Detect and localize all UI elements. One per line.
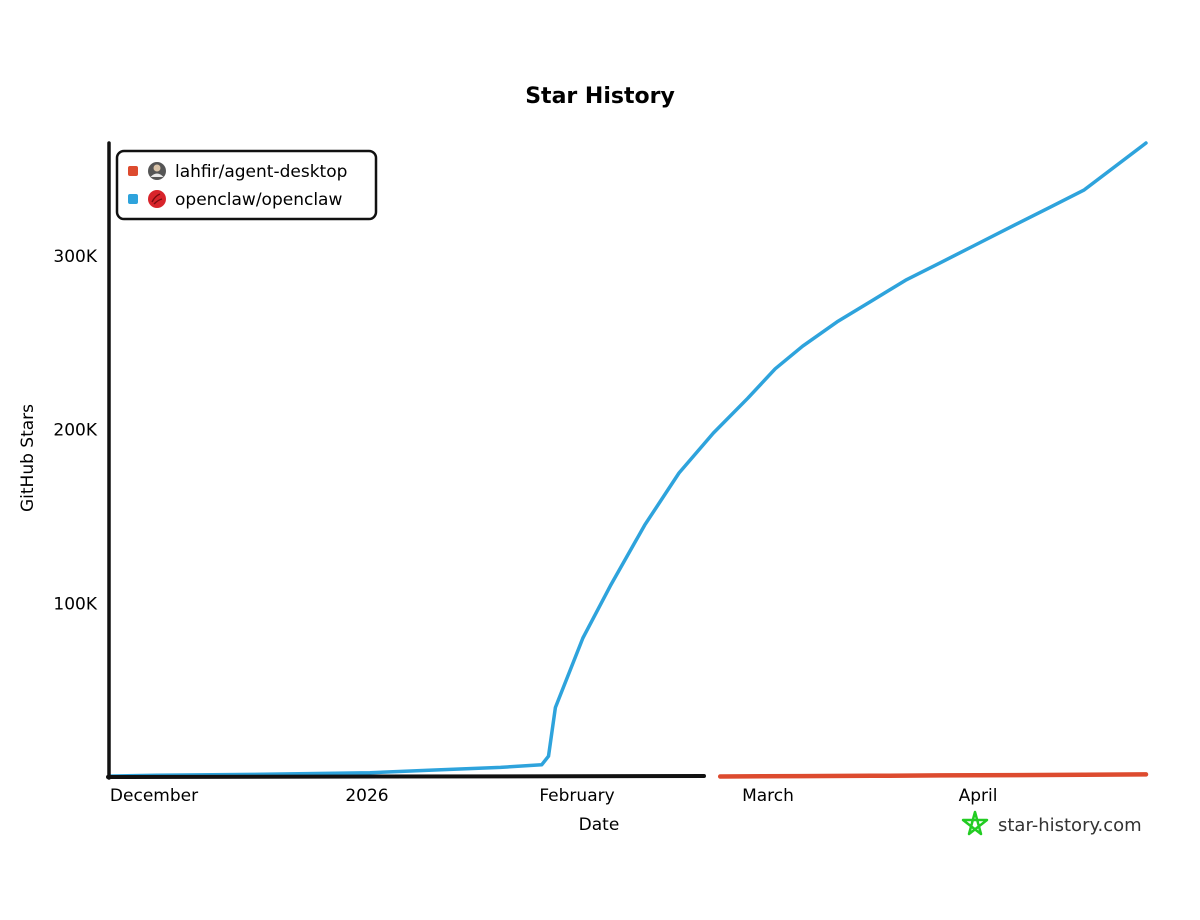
avatar-icon xyxy=(148,162,166,180)
x-tick-label: February xyxy=(539,786,614,806)
y-tick-label: 100K xyxy=(53,594,97,614)
legend-label-series-2: openclaw/openclaw xyxy=(175,190,342,210)
legend-label-series-1: lahfir/agent-desktop xyxy=(175,162,347,182)
legend: lahfir/agent-desktop openclaw/openclaw xyxy=(115,149,378,221)
y-tick-label: 200K xyxy=(53,421,97,441)
y-tick-label: 300K xyxy=(53,247,97,267)
legend-box xyxy=(115,149,378,221)
star-outline-icon xyxy=(961,810,989,836)
x-axis-line xyxy=(106,774,706,779)
x-axis-label: Date xyxy=(579,815,620,835)
claw-logo-icon xyxy=(148,190,166,208)
x-tick-label: March xyxy=(742,786,794,806)
x-ticks: December 2026 February March April xyxy=(110,786,998,806)
legend-item-lahfir-agent-desktop: lahfir/agent-desktop xyxy=(128,162,347,182)
legend-item-openclaw-openclaw: openclaw/openclaw xyxy=(128,190,342,210)
legend-swatch-series-1 xyxy=(128,166,138,176)
x-tick-label: 2026 xyxy=(345,786,388,806)
series-layer xyxy=(107,141,1149,779)
chart-title: Star History xyxy=(525,84,675,109)
watermark: star-history.com xyxy=(961,810,1142,836)
series-line-2 xyxy=(107,141,1148,778)
legend-swatch-series-2 xyxy=(128,194,138,204)
watermark-text: star-history.com xyxy=(998,815,1142,836)
x-tick-label: December xyxy=(110,786,198,806)
y-axis-label: GitHub Stars xyxy=(18,404,38,512)
series-line-1 xyxy=(717,772,1149,779)
y-ticks: 100K 200K 300K xyxy=(53,247,97,614)
x-tick-label: April xyxy=(959,786,998,806)
plot-area: 100K 200K 300K December 2026 February March Ap… xyxy=(53,141,1149,806)
